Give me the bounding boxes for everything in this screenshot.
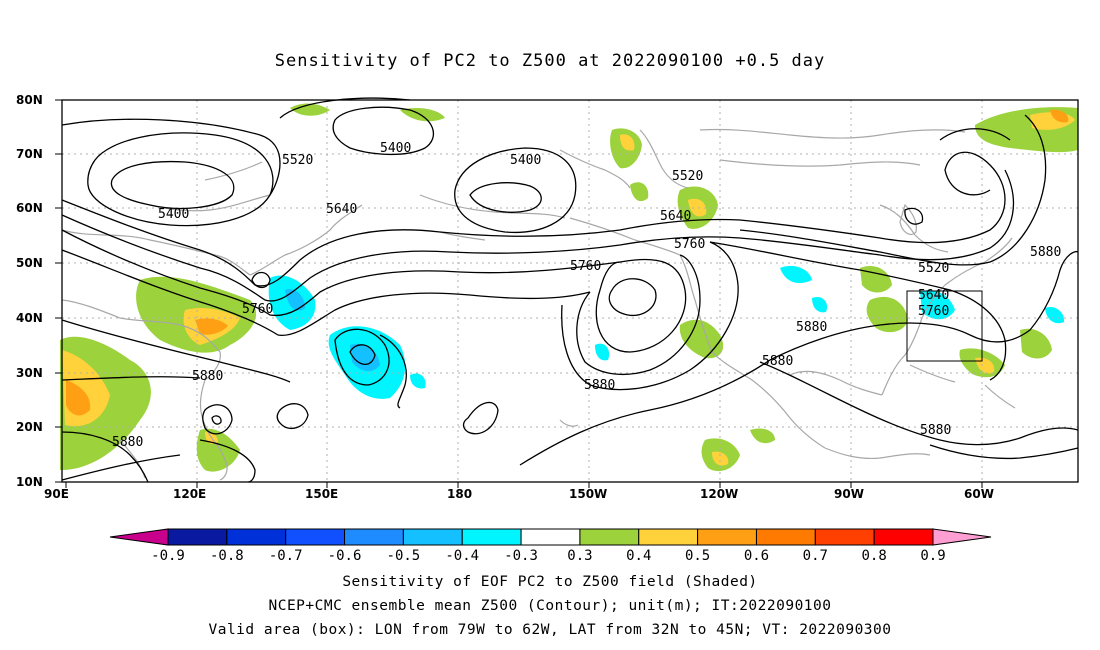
lat-label: 80N bbox=[16, 93, 43, 107]
contour-label: 5400 bbox=[158, 207, 189, 222]
lon-label: 90E bbox=[44, 487, 69, 501]
contour-label: 5400 bbox=[510, 153, 541, 168]
colorbar-tick-label: -0.7 bbox=[269, 548, 303, 564]
colorbar-tick-label: 0.4 bbox=[626, 548, 651, 564]
colorbar-cell bbox=[167, 528, 228, 546]
contour-label: 5880 bbox=[192, 369, 223, 384]
colorbar-tick-label: 0.8 bbox=[862, 548, 887, 564]
colorbar-tick-label: -0.9 bbox=[151, 548, 185, 564]
colorbar-cell bbox=[579, 528, 640, 546]
lat-label: 40N bbox=[16, 311, 43, 325]
contour-label: 5880 bbox=[1030, 245, 1061, 260]
lon-label: 120E bbox=[173, 487, 206, 501]
contour-label: 5760 bbox=[674, 237, 705, 252]
colorbar-tick-label: -0.5 bbox=[387, 548, 421, 564]
colorbar-left-arrow bbox=[109, 528, 169, 546]
colorbar-tick-label: -0.3 bbox=[504, 548, 538, 564]
colorbar-tick-label: -0.8 bbox=[210, 548, 244, 564]
caption-line-3: Valid area (box): LON from 79W to 62W, L… bbox=[208, 622, 892, 638]
contour-label: 5760 bbox=[570, 259, 601, 274]
map-panel: 5400 5400 5400 5520 5520 5520 5640 5640 … bbox=[16, 93, 1079, 501]
contour-label: 5520 bbox=[282, 153, 313, 168]
lat-label: 20N bbox=[16, 420, 43, 434]
longitude-labels: 90E 120E 150E 180 150W 120W 90W 60W bbox=[44, 487, 994, 501]
contour-label: 5880 bbox=[584, 378, 615, 393]
lat-label: 50N bbox=[16, 256, 43, 270]
contour-label: 5640 bbox=[918, 288, 949, 303]
colorbar-cell bbox=[344, 528, 404, 546]
colorbar-tick-label: 0.5 bbox=[685, 548, 710, 564]
contour-label: 5880 bbox=[920, 423, 951, 438]
lon-label: 60W bbox=[964, 487, 994, 501]
contour-label: 5880 bbox=[796, 320, 827, 335]
colorbar-cell bbox=[755, 528, 816, 546]
contour-label: 5640 bbox=[660, 209, 691, 224]
contour-label: 5520 bbox=[672, 169, 703, 184]
contour-label: 5760 bbox=[242, 302, 273, 317]
caption-line-2: NCEP+CMC ensemble mean Z500 (Contour); u… bbox=[268, 598, 832, 614]
lat-label: 60N bbox=[16, 201, 43, 215]
contour-label: 5520 bbox=[918, 261, 949, 276]
colorbar-tick-label: 0.9 bbox=[920, 548, 945, 564]
colorbar-cell bbox=[638, 528, 699, 546]
colorbar-tick-label: 0.7 bbox=[803, 548, 828, 564]
caption-line-1: Sensitivity of EOF PC2 to Z500 field (Sh… bbox=[342, 574, 758, 590]
lat-label: 70N bbox=[16, 147, 43, 161]
coastlines bbox=[61, 128, 1016, 481]
lat-label: 30N bbox=[16, 366, 43, 380]
colorbar-cell bbox=[873, 528, 934, 546]
colorbar-right-arrow bbox=[932, 528, 992, 546]
colorbar-cell bbox=[285, 528, 346, 546]
z500-contours bbox=[61, 97, 1079, 483]
colorbar-tick-label: 0.6 bbox=[744, 548, 769, 564]
contour-labels: 5400 5400 5400 5520 5520 5520 5640 5640 … bbox=[112, 141, 1061, 450]
map-title: Sensitivity of PC2 to Z500 at 2022090100… bbox=[274, 51, 826, 71]
lon-label: 90W bbox=[834, 487, 864, 501]
colorbar-cell bbox=[461, 528, 522, 546]
contour-label: 5640 bbox=[326, 202, 357, 217]
sensitivity-shading bbox=[60, 103, 1078, 472]
colorbar: -0.9 -0.8 -0.7 -0.6 -0.5 -0.4 -0.3 0.3 0.4 0.5 0.6… bbox=[109, 528, 992, 564]
lon-label: 120W bbox=[700, 487, 738, 501]
contour-label: 5400 bbox=[380, 141, 411, 156]
colorbar-cell bbox=[520, 528, 581, 546]
colorbar-cell bbox=[697, 528, 757, 546]
colorbar-tick-label: -0.6 bbox=[328, 548, 362, 564]
lon-label: 150E bbox=[305, 487, 338, 501]
contour-label: 5880 bbox=[762, 354, 793, 369]
latitude-labels: 80N 70N 60N 50N 40N 30N 20N 10N bbox=[16, 93, 43, 489]
map-frame bbox=[61, 99, 1079, 483]
colorbar-cell bbox=[226, 528, 287, 546]
lat-label: 10N bbox=[16, 475, 43, 489]
colorbar-tick-label: -0.4 bbox=[445, 548, 479, 564]
lon-label: 180 bbox=[447, 487, 472, 501]
contour-label: 5760 bbox=[918, 304, 949, 319]
lon-label: 150W bbox=[569, 487, 607, 501]
colorbar-cell bbox=[814, 528, 875, 546]
contour-label: 5880 bbox=[112, 435, 143, 450]
colorbar-tick-label: 0.3 bbox=[567, 548, 592, 564]
valid-area-box bbox=[906, 290, 983, 362]
colorbar-cell bbox=[402, 528, 463, 546]
